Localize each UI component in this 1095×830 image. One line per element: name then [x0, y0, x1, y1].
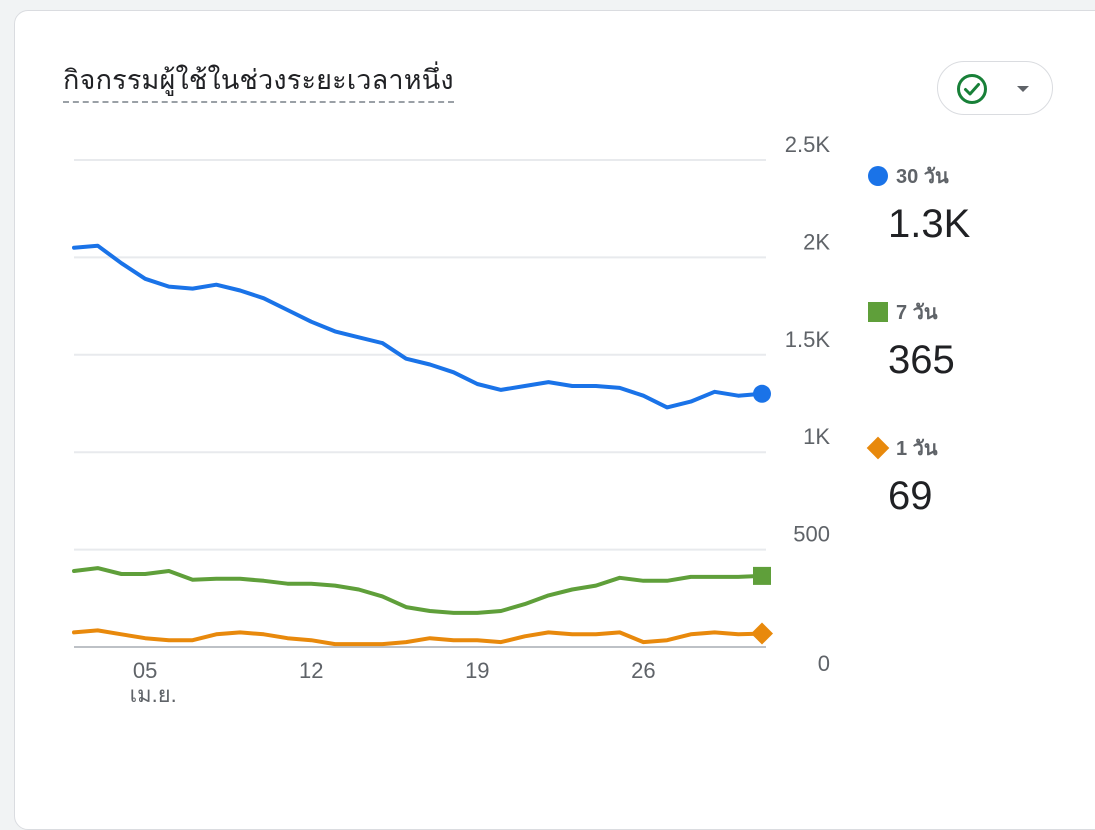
x-tick-label: 26 — [631, 658, 655, 683]
status-dropdown-button[interactable] — [937, 61, 1053, 115]
user-activity-card: กิจกรรมผู้ใช้ในช่วงระยะเวลาหนึ่ง — [14, 10, 1095, 830]
legend-label-30-days: 30 วัน — [896, 166, 949, 188]
y-tick-label: 2K — [803, 229, 830, 254]
series-end-marker — [753, 384, 771, 403]
y-tick-label: 2.5K — [785, 132, 831, 157]
y-tick-label: 0 — [818, 651, 830, 676]
x-tick-label: 05 — [133, 658, 157, 683]
y-tick-label: 1K — [803, 424, 830, 449]
legend-value-1-day: 69 — [888, 474, 933, 518]
series-end-marker — [751, 622, 773, 645]
legend-value-30-days: 1.3K — [888, 202, 971, 246]
legend-item-1-day: 1 วัน 69 — [866, 432, 1028, 519]
x-tick-sublabel: เม.ย. — [130, 682, 177, 707]
legend-marker-30-days — [868, 166, 888, 186]
legend-item-7-days: 7 วัน 365 — [868, 296, 1028, 383]
legend-marker-7-days — [868, 302, 888, 322]
card-title[interactable]: กิจกรรมผู้ใช้ในช่วงระยะเวลาหนึ่ง — [63, 63, 454, 103]
x-tick-label: 12 — [299, 658, 323, 683]
series-line — [72, 628, 764, 647]
series-end-marker — [753, 566, 771, 585]
check-circle-icon — [957, 74, 987, 104]
legend-value-7-days: 365 — [888, 338, 955, 382]
legend-label-7-days: 7 วัน — [896, 302, 938, 324]
series-line — [72, 566, 764, 615]
x-tick-label: 19 — [465, 658, 489, 683]
legend-label-1-day: 1 วัน — [896, 438, 938, 460]
y-tick-label: 500 — [793, 522, 830, 547]
y-tick-label: 1.5K — [785, 327, 831, 352]
caret-down-icon — [1017, 86, 1029, 92]
legend-marker-1-day — [866, 436, 890, 460]
legend-item-30-days: 30 วัน 1.3K — [868, 160, 1028, 247]
series-line — [72, 243, 764, 410]
